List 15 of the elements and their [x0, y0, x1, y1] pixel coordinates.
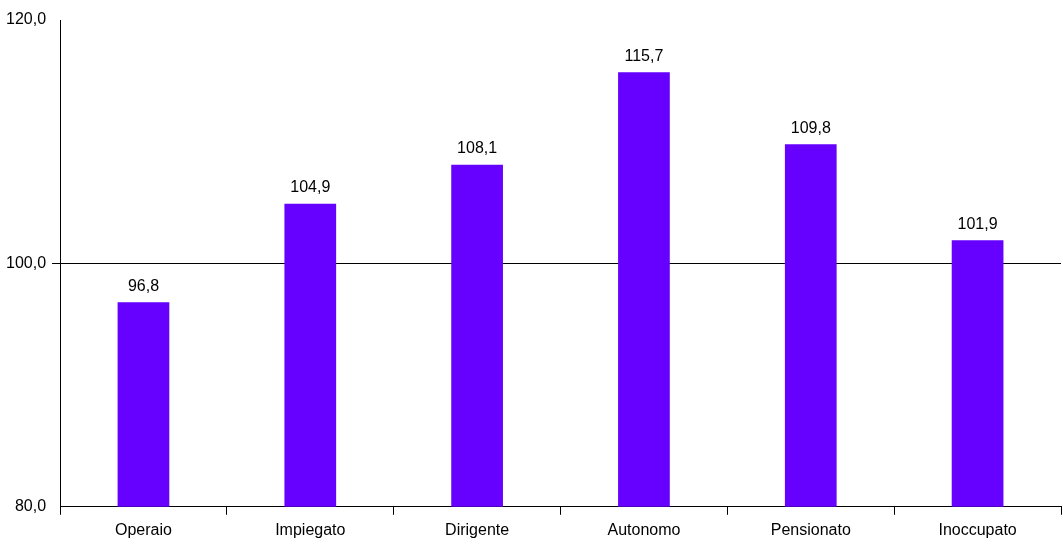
data-label: 96,8	[127, 276, 160, 294]
data-label: 109,8	[790, 118, 831, 136]
data-label: 101,9	[957, 214, 998, 232]
data-label: 108,1	[457, 139, 498, 157]
x-tick-label: Pensionato	[770, 520, 851, 538]
x-tick-label: Impiegato	[275, 520, 346, 538]
data-label: 115,7	[624, 46, 664, 64]
y-tick-label: 100,0	[5, 253, 47, 271]
data-label: 104,9	[290, 178, 331, 196]
x-tick-label: Autonomo	[607, 520, 681, 538]
y-tick-label: 80,0	[14, 497, 47, 515]
x-tick-label: Inoccupato	[938, 520, 1017, 538]
y-tick-label: 120,0	[5, 10, 47, 28]
x-tick-label: Operaio	[114, 520, 173, 538]
x-tick-label: Dirigente	[445, 520, 510, 538]
